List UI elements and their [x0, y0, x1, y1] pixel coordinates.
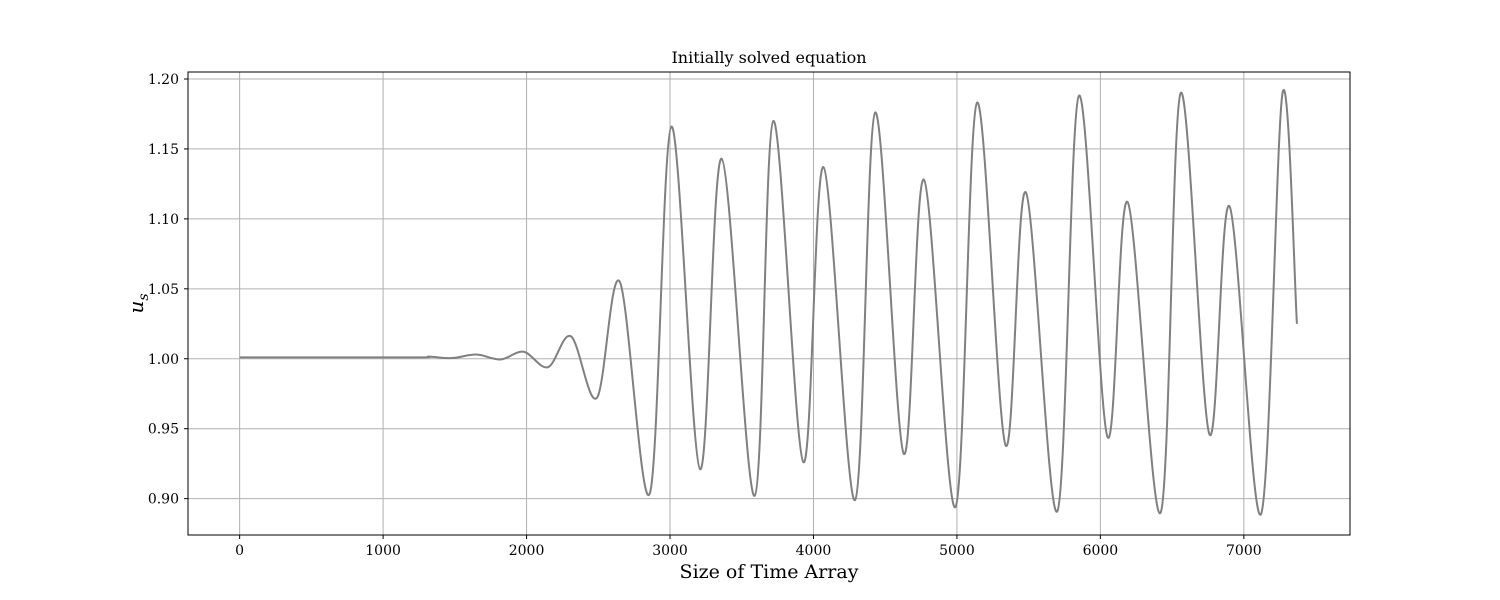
y-tick-label: 1.20: [148, 72, 179, 88]
y-tick-label: 0.90: [148, 492, 179, 508]
plot-frame: [187, 71, 1351, 536]
series-layer: [239, 88, 1298, 516]
chart-title: Initially solved equation: [671, 48, 866, 67]
x-tick-label: 3000: [652, 543, 688, 559]
y-axis-label-main: u: [124, 301, 148, 314]
x-tick-label: 6000: [1083, 543, 1119, 559]
x-tick-label: 0: [235, 543, 244, 559]
y-tick-label: 1.10: [148, 212, 179, 228]
axis-ticks: 0 1000 2000 3000 4000 5000 6000 7000 0.90 0.95 1.0…: [148, 72, 1262, 559]
x-tick-label: 7000: [1226, 543, 1262, 559]
x-tick-label: 1000: [365, 543, 401, 559]
series-line: [239, 88, 1298, 516]
y-tick-label: 1.15: [148, 142, 179, 158]
y-tick-label: 1.00: [148, 352, 179, 368]
y-tick-label: 0.95: [148, 422, 179, 438]
x-tick-label: 5000: [939, 543, 975, 559]
y-axis-label-subscript: s: [136, 293, 152, 300]
y-axis-label: us: [124, 293, 152, 313]
x-axis-label: Size of Time Array: [680, 561, 859, 583]
x-tick-label: 4000: [796, 543, 832, 559]
y-tick-label: 1.05: [148, 282, 179, 298]
x-tick-label: 2000: [509, 543, 545, 559]
